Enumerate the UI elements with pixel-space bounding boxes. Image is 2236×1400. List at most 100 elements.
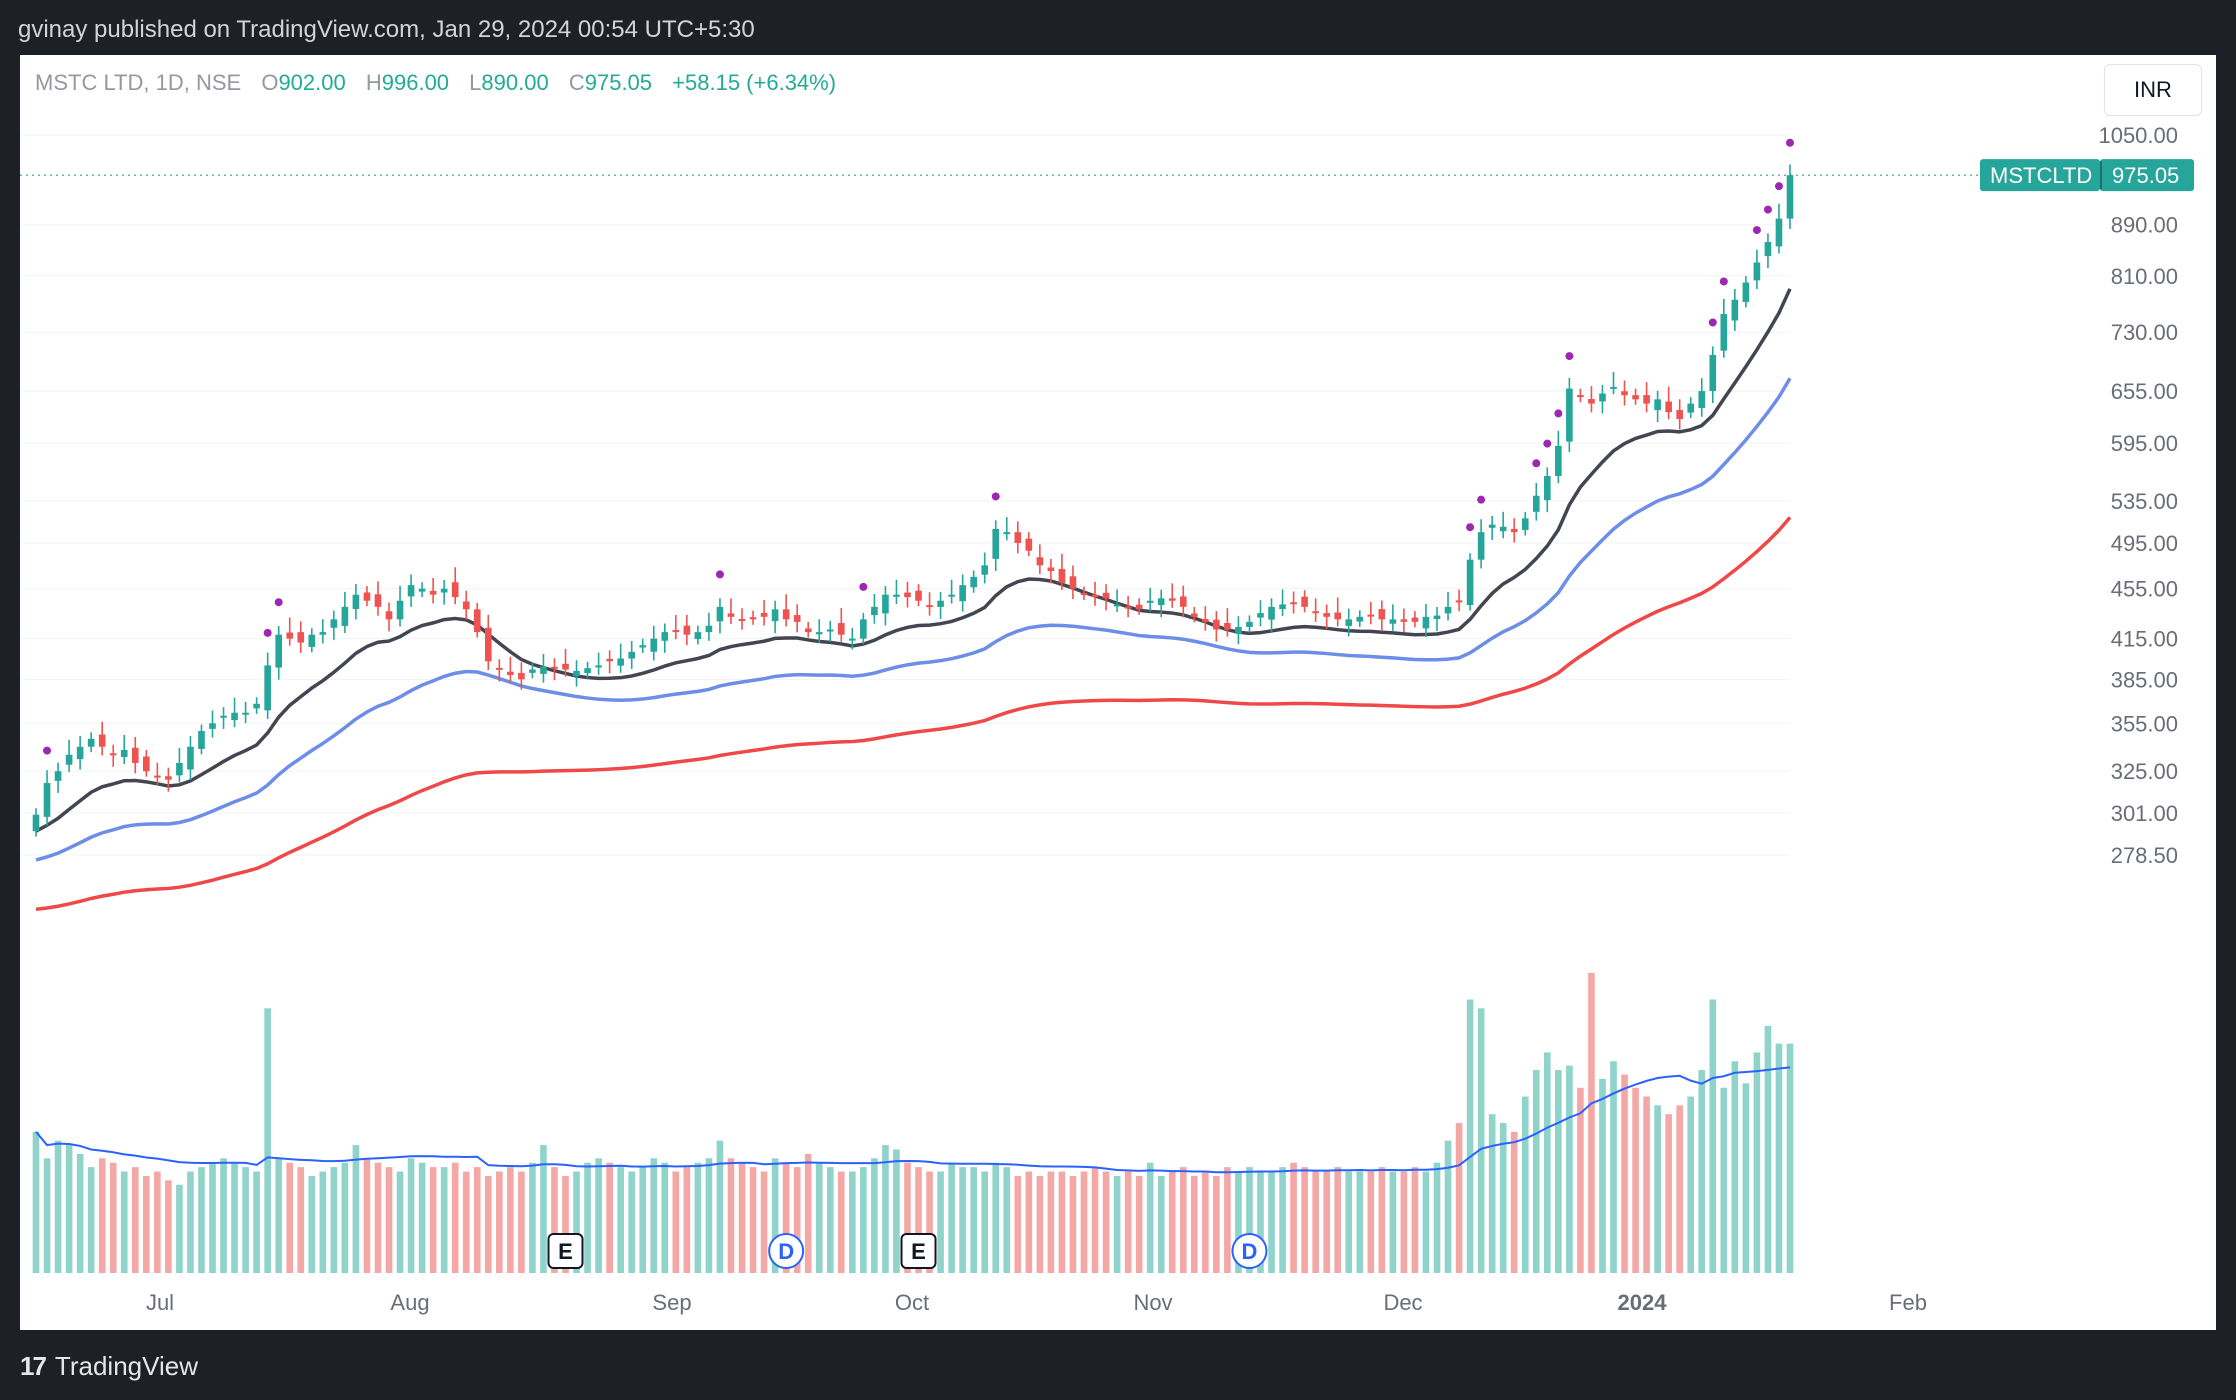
candle	[1168, 583, 1176, 608]
legend-low: 890.00	[481, 70, 549, 95]
volume-bar	[518, 1171, 525, 1273]
candle	[1775, 203, 1783, 254]
volume-bar	[639, 1167, 647, 1273]
candle	[760, 600, 768, 626]
volume-bar	[1731, 1061, 1739, 1273]
candle	[187, 736, 194, 780]
candle	[1378, 600, 1386, 632]
legend-symbol: MSTC LTD, 1D, NSE	[35, 70, 242, 95]
dividend-marker[interactable]: D	[1231, 1233, 1268, 1269]
volume-bar	[1279, 1167, 1286, 1273]
volume-bar	[220, 1158, 227, 1273]
volume-bar	[1555, 1070, 1562, 1273]
volume-bar	[1698, 1070, 1706, 1273]
volume-bar	[683, 1167, 691, 1273]
volume-bar	[1753, 1052, 1761, 1273]
candle	[849, 627, 856, 650]
earnings-marker[interactable]: E	[900, 1233, 937, 1269]
signal-dot	[1543, 439, 1552, 448]
volume-bar	[804, 1153, 812, 1273]
volume-bar	[496, 1171, 503, 1273]
volume-bar	[551, 1167, 558, 1273]
volume-bar	[1345, 1171, 1353, 1273]
candle	[1389, 604, 1397, 631]
price-chart[interactable]: E D E D 1050.00 890.00 810.00 730.00 655.00 595.…	[20, 55, 2216, 1330]
candle	[308, 628, 316, 653]
candle	[1521, 511, 1529, 536]
volume-bar	[1775, 1043, 1783, 1273]
event-label: E	[911, 1239, 926, 1264]
candle	[1742, 276, 1750, 308]
candle	[1786, 164, 1794, 230]
legend-open-label: O	[261, 70, 279, 95]
candle	[98, 721, 106, 756]
volume-bar	[1477, 1008, 1485, 1273]
footer-brand-text: TradingView	[54, 1350, 198, 1381]
volume-bar	[209, 1162, 216, 1273]
candle	[1091, 581, 1099, 606]
volume-bar	[727, 1158, 735, 1273]
candle	[1577, 388, 1584, 403]
volume-bar	[462, 1171, 470, 1273]
volume-bar	[529, 1162, 536, 1273]
candle	[1157, 589, 1165, 618]
ema-short-line	[35, 288, 1792, 833]
candle	[1709, 346, 1717, 404]
candle	[959, 574, 966, 612]
volume-bar	[1742, 1083, 1750, 1273]
candle	[253, 697, 260, 714]
signal-dot	[1554, 409, 1563, 418]
volume-bar	[32, 1131, 40, 1273]
currency-button[interactable]: INR	[2104, 64, 2202, 116]
volume-bar	[1124, 1171, 1132, 1273]
volume-bar	[793, 1167, 801, 1273]
candle	[76, 736, 84, 770]
volume-bar	[1378, 1167, 1386, 1273]
volume-bar	[849, 1171, 856, 1273]
y-tick-label: 890.00	[2111, 213, 2178, 238]
candle	[529, 663, 536, 679]
legend-close-label: C	[568, 70, 585, 95]
chart-panel[interactable]: E D E D 1050.00 890.00 810.00 730.00 655.00 595.…	[20, 55, 2216, 1330]
candle	[385, 602, 393, 632]
volume-bar	[904, 1162, 911, 1273]
volume-bar	[661, 1162, 669, 1273]
signal-dot	[1708, 318, 1717, 327]
volume-bar	[43, 1158, 51, 1273]
volume-bar	[253, 1171, 260, 1273]
volume-bar	[1577, 1087, 1584, 1273]
y-tick-label: 385.00	[2111, 667, 2178, 692]
volume-bar	[484, 1175, 492, 1273]
signal-dot	[263, 628, 272, 637]
volume-bar	[1422, 1171, 1430, 1273]
volume-bar	[1047, 1171, 1055, 1273]
volume-bar	[1301, 1167, 1308, 1273]
volume-bar	[1091, 1167, 1099, 1273]
volume-bar	[837, 1171, 845, 1273]
volume-bar	[440, 1167, 448, 1273]
candle	[286, 617, 294, 646]
volume-bar	[1709, 999, 1717, 1273]
earnings-marker[interactable]: E	[547, 1233, 584, 1269]
candle	[1720, 298, 1728, 358]
candle	[595, 652, 602, 675]
volume-bar	[1687, 1096, 1695, 1273]
candle	[1235, 616, 1242, 645]
volume-bar	[1080, 1171, 1088, 1273]
dividend-marker[interactable]: D	[768, 1233, 805, 1269]
y-tick-label: 278.50	[2111, 843, 2178, 868]
volume-bar	[1312, 1171, 1319, 1273]
candle	[1555, 430, 1562, 484]
candle	[1621, 380, 1628, 406]
candle	[882, 586, 889, 626]
volume-bar	[109, 1162, 117, 1273]
volume-bar	[1135, 1175, 1143, 1273]
volume-bar	[76, 1153, 84, 1273]
candle	[1610, 371, 1617, 395]
tradingview-logo-icon: 17	[20, 1350, 47, 1381]
volume-bar	[1202, 1171, 1209, 1273]
volume-bar	[948, 1162, 955, 1273]
volume-bar	[275, 1158, 283, 1273]
volume-bar	[650, 1158, 658, 1273]
candle	[1455, 589, 1463, 612]
